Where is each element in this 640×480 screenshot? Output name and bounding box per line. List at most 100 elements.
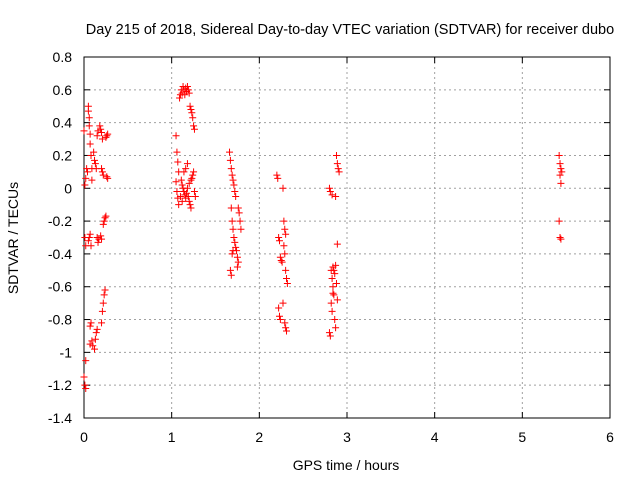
data-point [326,332,334,340]
data-point [183,160,191,168]
data-point [229,247,237,255]
data-point [185,89,193,97]
data-point [325,184,333,192]
data-point [279,299,287,307]
data-point [332,279,340,287]
data-point [190,125,198,133]
data-point [183,83,191,91]
data-point [330,266,338,274]
data-point [98,307,106,315]
data-point [332,324,340,332]
data-point [275,234,283,241]
data-point [557,235,565,243]
data-point [558,168,566,176]
data-point [103,173,111,181]
data-point [100,291,108,299]
y-tick-label: -0.4 [48,246,72,262]
data-point [555,217,563,225]
data-point [183,184,191,192]
data-point [282,324,290,332]
data-point [180,168,188,176]
data-point [334,165,342,173]
data-point [98,319,106,327]
data-point [188,174,196,182]
x-axis-label: GPS time / hours [293,457,400,473]
data-point [276,253,284,261]
data-point [99,171,107,179]
data-point [283,275,291,283]
data-point [174,158,182,166]
data-point [182,165,190,173]
data-point [104,130,112,138]
data-point [88,337,96,345]
y-tick-label: 0.2 [53,147,73,163]
data-point [235,209,243,217]
data-point [280,217,288,225]
data-point [281,319,289,327]
x-tick-label: 4 [431,429,439,445]
data-point [327,299,335,307]
data-point [231,188,239,196]
data-point [556,171,564,179]
data-point [84,168,92,176]
data-point [189,171,197,179]
x-tick-label: 1 [168,429,176,445]
data-point [91,335,99,343]
data-point [228,217,236,225]
data-point [325,329,333,337]
data-point [80,127,88,135]
data-point [228,250,236,258]
data-point [173,188,181,196]
data-point [332,192,340,200]
data-point [82,174,90,182]
data-point [175,201,183,209]
data-point [282,230,290,238]
x-tick-label: 6 [606,429,614,445]
data-point [93,234,101,241]
data-point [234,258,242,266]
data-point [82,384,90,392]
data-point [237,225,245,233]
data-point [335,168,343,176]
data-point [231,238,239,246]
data-point [227,165,235,173]
data-point [181,91,189,99]
data-point [326,188,334,196]
data-point [85,114,93,122]
data-point [557,179,565,187]
data-point [80,373,88,381]
data-point [181,191,189,199]
data-point [232,192,240,200]
data-points [80,83,566,392]
data-point [226,148,234,156]
data-point [332,151,340,159]
data-point [93,132,101,140]
y-tick-label: -1.4 [48,410,72,426]
data-point [178,181,186,189]
data-point [85,234,93,241]
data-point [283,327,291,335]
data-point [329,289,337,297]
data-point [82,357,90,365]
data-point [184,86,192,94]
grid [84,57,610,418]
data-point [275,304,283,312]
data-point [88,176,96,184]
y-tick-label: -1 [60,344,73,360]
data-point [89,342,97,350]
data-point [183,189,191,197]
data-point [86,140,94,148]
data-point [84,107,92,115]
data-point [274,174,282,182]
y-tick-label: 0.6 [53,82,73,98]
data-point [281,225,289,233]
data-point [190,188,198,196]
data-point [333,240,341,248]
data-point [233,263,241,271]
data-point [233,253,241,261]
data-point [90,148,98,156]
x-tick-label: 2 [255,429,263,445]
data-point [328,307,336,315]
data-point [229,176,237,184]
data-point [177,176,185,184]
